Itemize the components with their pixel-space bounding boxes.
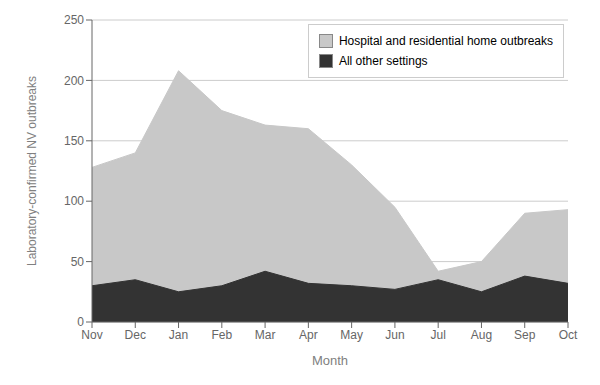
svg-text:Nov: Nov [81,328,102,342]
svg-text:Mar: Mar [255,328,276,342]
svg-text:150: 150 [64,134,84,148]
svg-text:Apr: Apr [299,328,318,342]
svg-text:Sep: Sep [514,328,536,342]
svg-text:Dec: Dec [125,328,146,342]
svg-text:Laboratory-confirmed NV outbre: Laboratory-confirmed NV outbreaks [25,76,39,266]
svg-text:Feb: Feb [211,328,232,342]
svg-text:Oct: Oct [559,328,578,342]
html-text:All other settings: All other settings [338,54,428,68]
svg-text:Aug: Aug [471,328,492,342]
svg-text:Jan: Jan [169,328,188,342]
svg-text:May: May [340,328,363,342]
svg-text:200: 200 [64,74,84,88]
svg-text:0: 0 [77,315,84,329]
svg-text:50: 50 [71,255,85,269]
html-text:Hospital and residential home: Hospital and residential home outbreaks [338,34,553,48]
svg-text:250: 250 [64,13,84,27]
svg-text:Jun: Jun [385,328,404,342]
svg-text:Jul: Jul [431,328,446,342]
svg-text:100: 100 [64,194,84,208]
svg-text:Month: Month [312,353,348,368]
